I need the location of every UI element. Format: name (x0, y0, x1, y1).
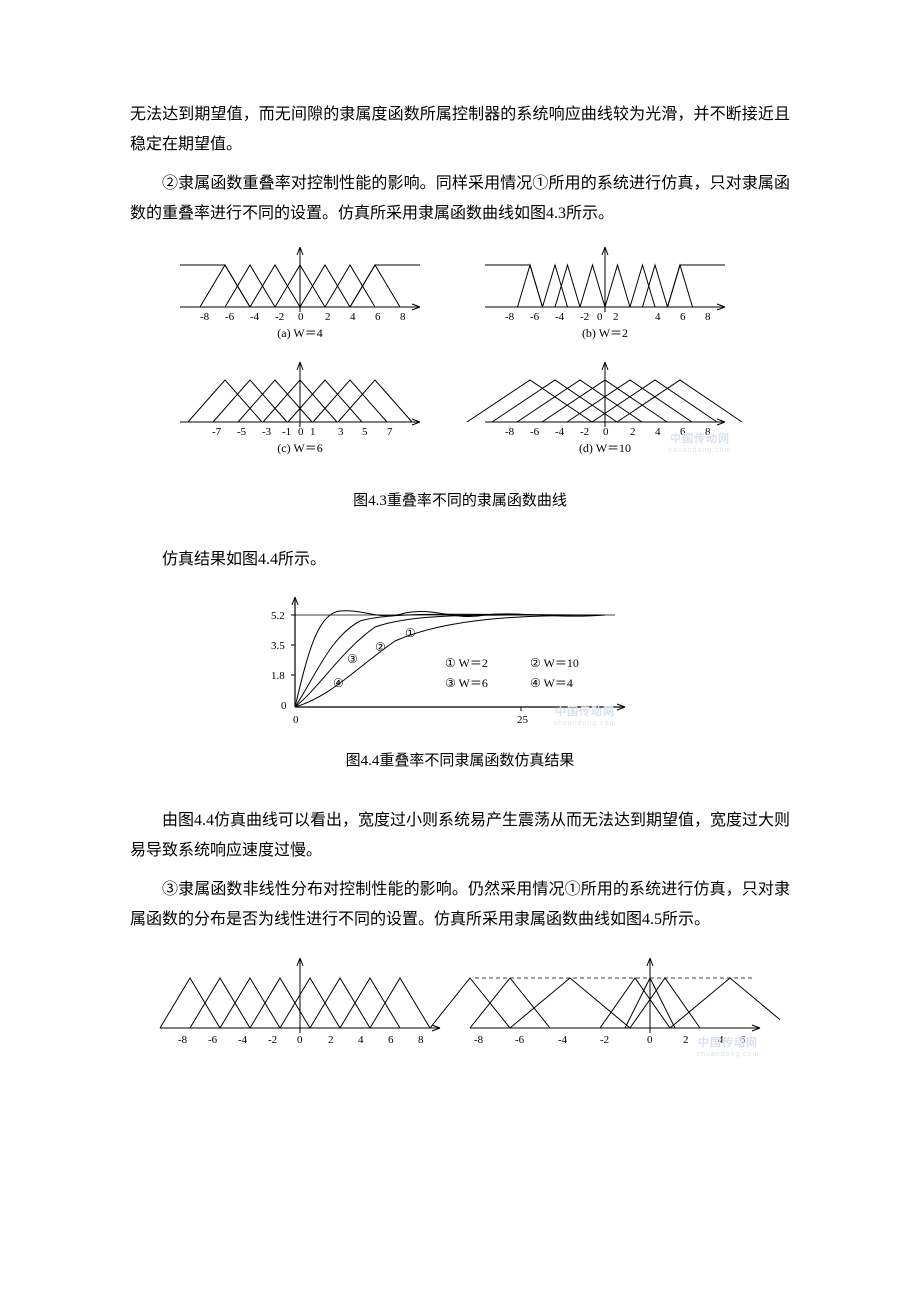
panel-c-label: (c) W＝6 (277, 441, 322, 455)
panel-d-label: (d) W＝10 (579, 441, 631, 455)
svg-text:③: ③ (347, 652, 358, 666)
svg-text:-6: -6 (530, 426, 540, 438)
figure-4-4: 5.2 3.5 1.8 0 0 25 ① ② ③ ④ ① (130, 587, 790, 737)
svg-text:-4: -4 (558, 1034, 568, 1046)
svg-text:-6: -6 (225, 311, 235, 323)
membership-overlap-chart: -8-6-4-2 02468 (a) W＝4 -8-6-4-2 02468 (b… (150, 242, 770, 477)
svg-text:6: 6 (388, 1034, 394, 1046)
svg-text:4: 4 (655, 426, 661, 438)
figure-4-4-caption: 图4.4重叠率不同隶属函数仿真结果 (130, 747, 790, 776)
svg-text:2: 2 (613, 311, 619, 323)
paragraph-4: 由图4.4仿真曲线可以看出，宽度过小则系统易产生震荡从而无法达到期望值，宽度过大… (130, 806, 790, 867)
svg-text:-6: -6 (515, 1034, 525, 1046)
figure-4-3-caption: 图4.3重叠率不同的隶属函数曲线 (130, 487, 790, 516)
watermark-sub: chuandong.com (669, 447, 732, 454)
svg-text:4: 4 (655, 311, 661, 323)
svg-text:-6: -6 (208, 1034, 218, 1046)
svg-text:-8: -8 (505, 311, 515, 323)
svg-text:-4: -4 (238, 1034, 248, 1046)
svg-text:1: 1 (310, 426, 316, 438)
simulation-result-chart: 5.2 3.5 1.8 0 0 25 ① ② ③ ④ ① (245, 587, 675, 737)
svg-text:4: 4 (350, 311, 356, 323)
legend-1: ① W＝2 (445, 656, 488, 670)
svg-text:-6: -6 (530, 311, 540, 323)
svg-text:0: 0 (293, 714, 299, 726)
svg-text:8: 8 (400, 311, 406, 323)
svg-text:2: 2 (328, 1034, 334, 1046)
svg-text:0: 0 (297, 1034, 303, 1046)
paragraph-cont: 无法达到期望值，而无间隙的隶属度函数所属控制器的系统响应曲线较为光滑，并不断接近… (130, 100, 790, 161)
svg-text:8: 8 (418, 1034, 424, 1046)
watermark-icon: 中国传动网 (670, 431, 730, 445)
svg-text:6: 6 (375, 311, 381, 323)
svg-text:-4: -4 (555, 311, 565, 323)
panel-a-label: (a) W＝4 (277, 326, 322, 340)
svg-text:5.2: 5.2 (271, 610, 285, 622)
svg-text:-1: -1 (282, 426, 291, 438)
legend-2: ② W＝10 (530, 656, 579, 670)
svg-text:-3: -3 (262, 426, 272, 438)
watermark-icon: 中国传动网 (555, 704, 615, 718)
watermark-sub: chuandong.com (697, 1051, 760, 1058)
svg-text:7: 7 (387, 426, 393, 438)
svg-text:②: ② (375, 640, 386, 654)
watermark-sub: chuandong.com (554, 720, 617, 727)
legend-4: ④ W＝4 (530, 676, 573, 690)
paragraph-5: ③隶属函数非线性分布对控制性能的影响。仍然采用情况①所用的系统进行仿真，只对隶属… (130, 875, 790, 936)
svg-text:-4: -4 (555, 426, 565, 438)
svg-text:-4: -4 (250, 311, 260, 323)
svg-text:6: 6 (680, 311, 686, 323)
legend-3: ③ W＝6 (445, 676, 488, 690)
svg-text:4: 4 (358, 1034, 364, 1046)
svg-text:0: 0 (298, 311, 304, 323)
svg-text:25: 25 (517, 714, 529, 726)
figure-4-5: -8-6-4-2 02468 -8-6-4-2 0246 中国传动网 chuan… (130, 948, 790, 1063)
svg-text:2: 2 (325, 311, 331, 323)
svg-text:-8: -8 (200, 311, 210, 323)
watermark-icon: 中国传动网 (698, 1035, 758, 1049)
svg-text:0: 0 (298, 426, 304, 438)
svg-text:-7: -7 (212, 426, 222, 438)
svg-text:-2: -2 (580, 426, 589, 438)
svg-text:0: 0 (647, 1034, 653, 1046)
svg-text:-2: -2 (275, 311, 284, 323)
svg-text:-8: -8 (178, 1034, 188, 1046)
figure-4-3: -8-6-4-2 02468 (a) W＝4 -8-6-4-2 02468 (b… (130, 242, 790, 477)
svg-text:-2: -2 (600, 1034, 609, 1046)
svg-text:0: 0 (603, 426, 609, 438)
svg-text:5: 5 (362, 426, 368, 438)
svg-text:0: 0 (597, 311, 603, 323)
svg-text:①: ① (405, 626, 416, 640)
svg-text:8: 8 (705, 311, 711, 323)
svg-text:-8: -8 (505, 426, 515, 438)
svg-text:2: 2 (630, 426, 636, 438)
svg-text:1.8: 1.8 (271, 670, 285, 682)
svg-text:-2: -2 (580, 311, 589, 323)
svg-text:-5: -5 (237, 426, 247, 438)
svg-text:-8: -8 (474, 1034, 484, 1046)
paragraph-3: 仿真结果如图4.4所示。 (130, 545, 790, 575)
svg-text:3.5: 3.5 (271, 640, 285, 652)
paragraph-2: ②隶属函数重叠率对控制性能的影响。同样采用情况①所用的系统进行仿真，只对隶属函数… (130, 169, 790, 230)
linearity-distribution-chart: -8-6-4-2 02468 -8-6-4-2 0246 中国传动网 chuan… (140, 948, 780, 1063)
svg-text:3: 3 (338, 426, 344, 438)
svg-text:④: ④ (333, 676, 344, 690)
svg-text:2: 2 (683, 1034, 689, 1046)
svg-text:0: 0 (281, 700, 287, 712)
panel-b-label: (b) W＝2 (582, 326, 628, 340)
svg-text:-2: -2 (268, 1034, 277, 1046)
